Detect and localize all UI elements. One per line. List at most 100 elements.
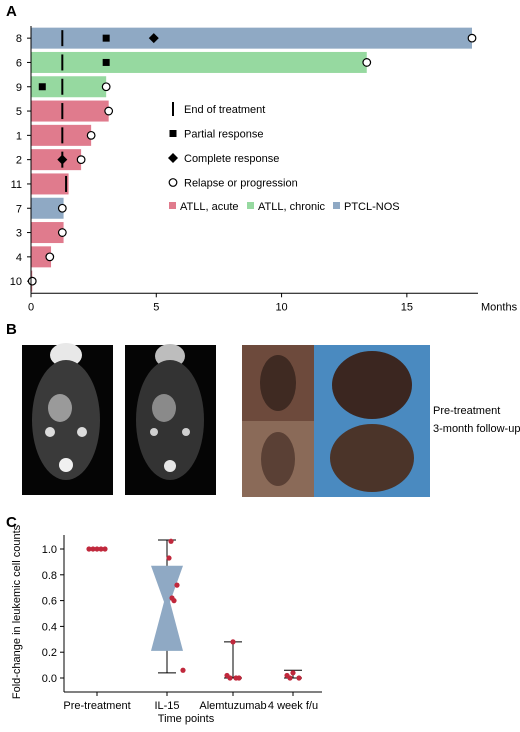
panel-a-letter: A bbox=[6, 3, 17, 20]
data-point bbox=[90, 546, 96, 552]
pet-ct-scans bbox=[22, 343, 216, 495]
data-point bbox=[168, 538, 174, 544]
x-tick-label: 0 bbox=[28, 301, 34, 313]
panel-c-letter: C bbox=[6, 514, 17, 531]
pet-scan-post-bladder bbox=[164, 460, 176, 472]
data-point bbox=[230, 639, 236, 645]
partial-response-marker bbox=[102, 58, 110, 66]
data-point bbox=[86, 546, 92, 552]
complete-response-marker bbox=[57, 154, 68, 165]
legend: End of treatment Partial response Complete… bbox=[168, 102, 400, 213]
relapse-marker bbox=[104, 106, 114, 116]
face-photo-pre-face bbox=[332, 351, 412, 419]
bar-patient-5 bbox=[31, 100, 109, 122]
relapse-marker bbox=[101, 82, 111, 92]
photo-label-pre: Pre-treatment bbox=[433, 405, 500, 417]
relapse-marker bbox=[57, 203, 67, 213]
x-tick-label: 4 week f/u bbox=[268, 700, 318, 712]
legend-color-swatch bbox=[247, 202, 254, 209]
relapse-marker bbox=[76, 155, 86, 165]
y-tick-label: 0.0 bbox=[42, 673, 57, 685]
x-axis-title: Time points bbox=[158, 713, 215, 725]
pet-scan-post-kidney-left bbox=[150, 428, 158, 436]
y-tick-label: 6 bbox=[16, 57, 22, 69]
legend-pr-symbol bbox=[169, 130, 177, 137]
swimmer-plot: 8 6 9 5 1 2 11 7 3 4 10 0 5 10 15 Months End of treatm… bbox=[10, 26, 518, 313]
bar-patient-1 bbox=[31, 124, 92, 146]
y-tick-label: 1 bbox=[16, 130, 22, 142]
partial-response-marker bbox=[38, 83, 46, 91]
legend-color-label: ATLL, acute bbox=[180, 201, 239, 213]
y-tick-label: 0.8 bbox=[42, 570, 57, 582]
y-tick-label: 11 bbox=[11, 179, 22, 191]
y-tick-label: 7 bbox=[16, 203, 22, 215]
pet-scan-post-liver bbox=[152, 394, 176, 422]
y-tick-label: 3 bbox=[16, 228, 22, 240]
relapse-marker bbox=[467, 33, 477, 43]
legend-marker-label: Complete response bbox=[184, 153, 279, 165]
panel-b-letter: B bbox=[6, 321, 17, 338]
data-point bbox=[233, 675, 239, 681]
pet-scan-pre-head-hotspot bbox=[50, 343, 82, 367]
data-point bbox=[102, 546, 108, 552]
y-tick-label: 0.6 bbox=[42, 596, 57, 608]
relapse-marker bbox=[86, 130, 96, 140]
y-tick-label: 2 bbox=[16, 155, 22, 167]
data-point bbox=[227, 675, 233, 681]
bar-patient-3 bbox=[31, 222, 64, 244]
bar-patient-4 bbox=[31, 246, 52, 268]
relapse-marker bbox=[57, 228, 67, 237]
y-tick-label: 1.0 bbox=[42, 544, 57, 556]
notched-box bbox=[151, 565, 183, 651]
y-tick-label: 8 bbox=[16, 33, 22, 45]
bar-patient-6 bbox=[31, 51, 367, 73]
bar-patient-7 bbox=[31, 197, 64, 219]
pet-scan-post-kidney-right bbox=[182, 428, 190, 436]
face-photo-post-face bbox=[330, 424, 414, 492]
bar-patient-9 bbox=[31, 76, 107, 98]
legend-marker-label: Relapse or progression bbox=[184, 178, 298, 190]
pet-scan-pre-kidney-left bbox=[45, 427, 55, 437]
partial-response-marker bbox=[102, 34, 110, 42]
relapse-marker bbox=[45, 252, 55, 262]
x-tick-label: Alemtuzumab bbox=[199, 700, 266, 712]
y-tick-label: 0.4 bbox=[42, 621, 57, 633]
y-tick-label: 0.2 bbox=[42, 647, 57, 659]
y-tick-label: 4 bbox=[16, 252, 22, 264]
y-axis-title: Fold-change in leukemic cell counts bbox=[11, 524, 23, 699]
bar-patient-8 bbox=[31, 27, 472, 49]
relapse-marker bbox=[362, 58, 372, 67]
y-tick-label: 5 bbox=[16, 106, 22, 118]
y-tick-label: 9 bbox=[16, 82, 22, 94]
x-axis-unit-label: Months bbox=[481, 301, 518, 313]
box-plot: 0.0 0.2 0.4 0.6 0.8 1.0 Pre-treatment IL-15 Ale… bbox=[11, 524, 322, 725]
relapse-marker bbox=[27, 276, 37, 286]
x-tick-label: IL-15 bbox=[154, 700, 179, 712]
data-point bbox=[290, 670, 296, 676]
legend-relapse-symbol bbox=[168, 178, 178, 187]
pet-scan-pre-liver bbox=[48, 394, 72, 422]
data-point bbox=[180, 667, 186, 673]
photo-label-post: 3-month follow-up bbox=[433, 423, 520, 435]
x-tick-label: Pre-treatment bbox=[63, 700, 130, 712]
data-point bbox=[98, 546, 104, 552]
legend-color-label: ATLL, chronic bbox=[258, 201, 326, 213]
x-tick-label: 10 bbox=[275, 301, 287, 313]
pet-scan-pre-kidney-right bbox=[77, 427, 87, 437]
data-point bbox=[174, 582, 180, 588]
legend-color-swatch bbox=[169, 202, 176, 209]
bar-patient-2 bbox=[31, 149, 82, 171]
x-tick-label: 15 bbox=[401, 301, 413, 313]
y-tick-label: 10 bbox=[10, 276, 22, 288]
legend-marker-label: End of treatment bbox=[184, 104, 265, 116]
legend-cr-symbol bbox=[168, 153, 178, 163]
data-point bbox=[166, 555, 172, 561]
data-point bbox=[171, 598, 177, 604]
complete-response-marker bbox=[148, 33, 159, 44]
legend-marker-label: Partial response bbox=[184, 129, 264, 141]
legend-color-label: PTCL-NOS bbox=[344, 201, 400, 213]
data-point bbox=[287, 675, 293, 681]
pet-scan-pre-bladder bbox=[59, 458, 73, 472]
data-point bbox=[94, 546, 100, 552]
